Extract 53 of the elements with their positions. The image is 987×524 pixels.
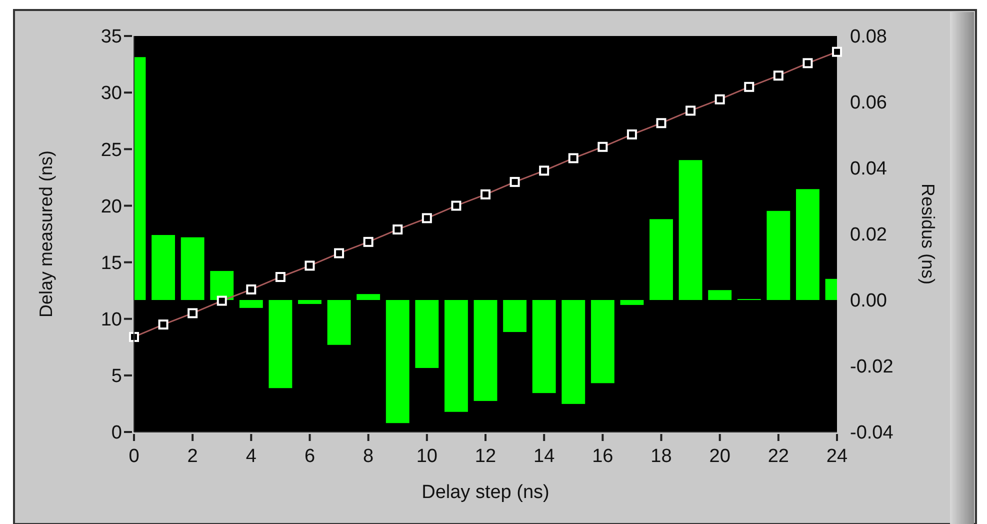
y2-tick-label: 0.08 (850, 26, 887, 48)
x-tick-label: 0 (128, 446, 140, 467)
y2-tick-label: -0.04 (850, 422, 894, 444)
y2-tick-label: 0.02 (850, 224, 887, 246)
bar (239, 300, 263, 308)
x-tick-label: 10 (416, 446, 438, 467)
bar (474, 300, 498, 401)
bar (180, 237, 204, 300)
x-tick-label: 22 (768, 446, 789, 467)
bar (562, 300, 586, 404)
y-tick-label: 5 (111, 366, 122, 388)
y-tick-label: 10 (100, 310, 122, 331)
bar (210, 270, 234, 300)
x-tick-label: 4 (246, 446, 257, 467)
y-tick-label: 20 (100, 196, 122, 218)
x-tick-label: 24 (826, 446, 848, 467)
bar (415, 300, 439, 368)
bar (796, 189, 820, 300)
x-tick-label: 6 (304, 446, 316, 467)
x-tick-label: 12 (474, 446, 496, 467)
x-tick-label: 16 (592, 446, 614, 467)
bar (298, 300, 322, 304)
bar (327, 300, 351, 345)
bar (590, 300, 614, 384)
y-tick-label: 25 (100, 140, 122, 161)
x-tick-label: 20 (709, 446, 730, 467)
y-tick-label: 35 (100, 26, 122, 48)
y2-tick-label: 0.00 (850, 290, 887, 312)
y-tick-label: 30 (100, 83, 122, 104)
y2-tick-label: 0.06 (850, 92, 887, 114)
bar (503, 300, 527, 332)
bar (678, 160, 702, 300)
bar (708, 290, 732, 300)
bar (766, 210, 790, 300)
y2-axis-title: Residus (ns) (918, 183, 938, 285)
bar (268, 300, 292, 388)
bar (356, 294, 380, 300)
y2-tick-label: -0.02 (850, 356, 894, 378)
y-axis-title: Delay measured (ns) (36, 150, 56, 318)
x-axis-title: Delay step (ns) (422, 482, 550, 503)
bar (620, 300, 644, 305)
x-tick-label: 14 (534, 446, 556, 467)
bar (152, 234, 176, 300)
x-tick-label: 8 (363, 446, 374, 467)
y-tick-label: 15 (100, 252, 122, 274)
bar (386, 300, 410, 424)
bar (650, 219, 673, 300)
bar (532, 300, 556, 394)
x-tick-label: 2 (187, 446, 198, 467)
y-tick-label: 0 (111, 422, 122, 444)
x-tick-label: 18 (650, 446, 672, 467)
bar (444, 300, 468, 412)
y2-tick-label: 0.04 (850, 158, 888, 180)
